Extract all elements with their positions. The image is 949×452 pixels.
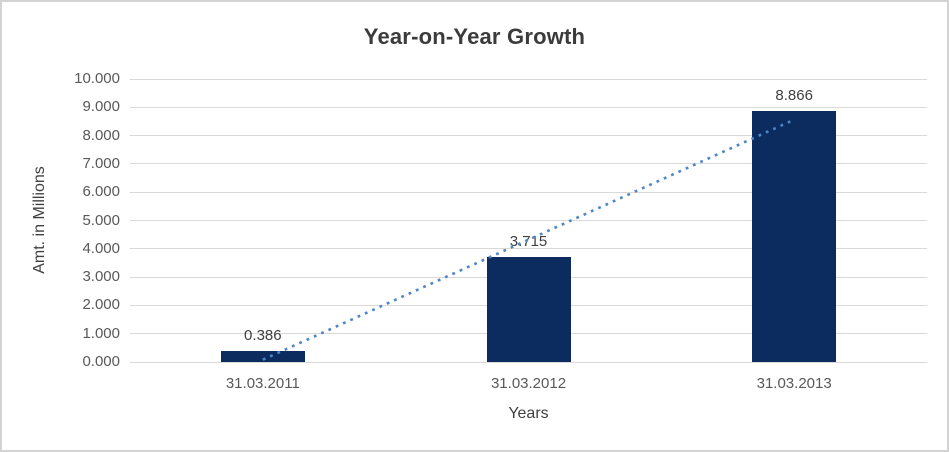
y-tick-label: 2.000: [82, 296, 120, 314]
trendline: [262, 118, 795, 361]
x-axis-title: Years: [508, 405, 549, 422]
y-tick-label: 5.000: [82, 211, 120, 229]
bar-31.03.2012: [486, 256, 571, 362]
bar-31.03.2011: [220, 351, 305, 362]
x-tick-label: 31.03.2011: [225, 375, 300, 392]
gridline-5.000: [130, 220, 927, 221]
gridline-4.000: [130, 248, 927, 250]
y-tick-label: 8.000: [82, 126, 120, 144]
y-tick-label: 6.000: [82, 183, 120, 201]
chart-title: Year-on-Year Growth: [363, 24, 586, 49]
data-label-31.03.2013: 8.866: [775, 87, 813, 105]
bar-31.03.2013: [752, 111, 837, 362]
y-tick-label: 9.000: [82, 98, 120, 116]
y-tick-label: 3.000: [82, 268, 120, 286]
y-tick-label: 7.000: [82, 154, 120, 172]
plot-area: 0.386 3.715 8.866: [130, 78, 927, 363]
y-tick-label: 1.000: [82, 324, 120, 342]
data-label-31.03.2012: 3.715: [509, 232, 548, 250]
gridline-8.000: [130, 135, 927, 137]
gridline-6.000: [130, 191, 927, 193]
x-tick-label: 31.03.2013: [756, 375, 832, 392]
gridline-9.000: [130, 106, 927, 108]
data-label-31.03.2011: 0.386: [244, 327, 282, 345]
gridline-10.000: [130, 78, 927, 80]
y-tick-label: 10.000: [74, 70, 120, 87]
gridline-7.000: [130, 163, 927, 165]
y-tick-label: 0.000: [82, 353, 120, 370]
y-tick-label: 4.000: [82, 239, 120, 257]
gridline-0.000: [130, 361, 927, 363]
x-tick-label: 31.03.2012: [490, 375, 567, 392]
